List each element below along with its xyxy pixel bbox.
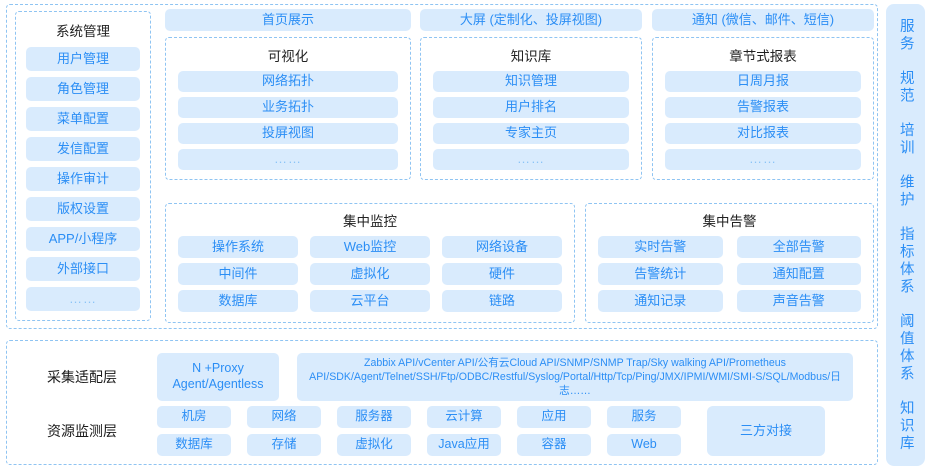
monitor-item-operating-system[interactable]: 操作系统 [178,236,298,258]
alarm-item-realtime-alarm[interactable]: 实时告警 [598,236,723,258]
centralized-monitoring-panel: 集中监控 操作系统 Web监控 网络设备 中间件 虚拟化 硬件 数据库 云平台 … [165,203,575,323]
alarm-item-notification-records[interactable]: 通知记录 [598,290,723,312]
resource-item-server[interactable]: 服务器 [337,406,411,428]
visualization-item-network-topology[interactable]: 网络拓扑 [178,71,398,92]
chapter-report-panel: 章节式报表 日周月报 告警报表 对比报表 …… [652,37,874,180]
centralized-monitoring-title: 集中监控 [343,214,397,229]
centralized-monitoring-grid: 操作系统 Web监控 网络设备 中间件 虚拟化 硬件 数据库 云平台 链路 [178,236,562,312]
chapter-report-title: 章节式报表 [729,49,797,64]
right-sidebar-item-training[interactable]: 培训 [897,121,914,157]
third-party-integration-box[interactable]: 三方对接 [707,406,825,456]
monitor-item-cloud-platform[interactable]: 云平台 [310,290,430,312]
resource-item-database[interactable]: 数据库 [157,434,231,456]
chapter-report-item-more[interactable]: …… [665,149,861,170]
sidebar-item-mail-config[interactable]: 发信配置 [26,137,140,161]
right-sidebar-item-maintenance[interactable]: 维护 [897,173,914,209]
visualization-item-business-topology[interactable]: 业务拓扑 [178,97,398,118]
monitor-item-middleware[interactable]: 中间件 [178,263,298,285]
sidebar-item-app-miniprogram[interactable]: APP/小程序 [26,227,140,251]
resource-layer-row: 资源监测层 机房 网络 服务器 云计算 应用 服务 数据库 存储 虚拟化 Jav… [7,403,877,459]
resource-item-cloud-computing[interactable]: 云计算 [427,406,501,428]
centralized-alarm-title: 集中告警 [702,214,757,229]
sidebar-item-operation-audit[interactable]: 操作审计 [26,167,140,191]
resource-layer-label: 资源监测层 [47,423,117,439]
collection-proxy-agent-box[interactable]: N +Proxy Agent/Agentless [157,353,279,401]
knowledge-base-item-user-ranking[interactable]: 用户排名 [433,97,629,118]
sidebar-item-role-management[interactable]: 角色管理 [26,77,140,101]
chapter-report-item-alarm-report[interactable]: 告警报表 [665,97,861,118]
visualization-item-more[interactable]: …… [178,149,398,170]
visualization-title: 可视化 [267,49,309,64]
system-management-panel: 系统管理 用户管理 角色管理 菜单配置 发信配置 操作审计 版权设置 APP/小… [15,11,151,321]
centralized-alarm-panel: 集中告警 实时告警 全部告警 告警统计 通知配置 通知记录 声音告警 [585,203,874,323]
resource-item-application[interactable]: 应用 [517,406,591,428]
chapter-report-item-daily-weekly-monthly[interactable]: 日周月报 [665,71,861,92]
tab-big-screen[interactable]: 大屏 (定制化、投屏视图) [420,9,642,31]
resource-item-web[interactable]: Web [607,434,681,456]
right-sidebar-item-threshold-system[interactable]: 阈值体系 [897,312,914,383]
monitor-item-hardware[interactable]: 硬件 [442,263,562,285]
tab-home-display[interactable]: 首页展示 [165,9,411,31]
knowledge-base-item-knowledge-management[interactable]: 知识管理 [433,71,629,92]
right-sidebar-item-standard[interactable]: 规范 [897,69,914,105]
sidebar-item-more[interactable]: …… [26,287,140,311]
alarm-item-all-alarms[interactable]: 全部告警 [736,236,861,258]
resource-item-data-center[interactable]: 机房 [157,406,231,428]
monitor-item-link[interactable]: 链路 [442,290,562,312]
sidebar-item-user-management[interactable]: 用户管理 [26,47,140,71]
collection-api-list[interactable]: Zabbix API/vCenter API/公有云Cloud API/SNMP… [297,353,853,401]
resource-item-virtualization[interactable]: 虚拟化 [337,434,411,456]
visualization-panel: 可视化 网络拓扑 业务拓扑 投屏视图 …… [165,37,411,180]
collection-layer-row: 采集适配层 N +Proxy Agent/Agentless Zabbix AP… [7,353,877,401]
chapter-report-item-comparison-report[interactable]: 对比报表 [665,123,861,144]
monitor-item-virtualization[interactable]: 虚拟化 [310,263,430,285]
resource-item-java-application[interactable]: Java应用 [427,434,501,456]
knowledge-base-item-expert-homepage[interactable]: 专家主页 [433,123,629,144]
tab-big-screen-label: 大屏 (定制化、投屏视图) [420,9,642,31]
resource-item-network[interactable]: 网络 [247,406,321,428]
resource-item-storage[interactable]: 存储 [247,434,321,456]
right-sidebar-item-service[interactable]: 服务 [897,17,914,53]
knowledge-base-panel: 知识库 知识管理 用户排名 专家主页 …… [420,37,642,180]
tab-notification-label: 通知 (微信、邮件、短信) [652,9,874,31]
alarm-item-notification-config[interactable]: 通知配置 [736,263,861,285]
resource-layer-grid: 机房 网络 服务器 云计算 应用 服务 数据库 存储 虚拟化 Java应用 容器… [157,406,681,456]
centralized-alarm-grid: 实时告警 全部告警 告警统计 通知配置 通知记录 声音告警 [598,236,861,312]
visualization-item-screencast-view[interactable]: 投屏视图 [178,123,398,144]
collection-layer-label: 采集适配层 [47,369,117,385]
right-sidebar-item-metric-system[interactable]: 指标体系 [897,225,914,296]
knowledge-base-title: 知识库 [510,49,552,64]
tab-home-display-label: 首页展示 [165,9,411,31]
sidebar-item-menu-config[interactable]: 菜单配置 [26,107,140,131]
sidebar-item-external-interface[interactable]: 外部接口 [26,257,140,281]
knowledge-base-item-more[interactable]: …… [433,149,629,170]
top-section-container: 系统管理 用户管理 角色管理 菜单配置 发信配置 操作审计 版权设置 APP/小… [6,4,878,329]
right-vertical-sidebar: 服务 规范 培训 维护 指标体系 阈值体系 知识库 [886,4,925,466]
monitor-item-network-device[interactable]: 网络设备 [442,236,562,258]
collection-proxy-line1: N +Proxy [192,361,244,376]
monitor-item-web-monitoring[interactable]: Web监控 [310,236,430,258]
system-management-title: 系统管理 [56,24,110,39]
monitor-item-database[interactable]: 数据库 [178,290,298,312]
resource-item-service[interactable]: 服务 [607,406,681,428]
collection-proxy-line2: Agent/Agentless [172,377,264,391]
alarm-item-sound-alarm[interactable]: 声音告警 [736,290,861,312]
sidebar-item-copyright-settings[interactable]: 版权设置 [26,197,140,221]
bottom-section-container: 采集适配层 N +Proxy Agent/Agentless Zabbix AP… [6,340,878,465]
right-sidebar-item-knowledge-base[interactable]: 知识库 [897,399,914,453]
resource-item-container[interactable]: 容器 [517,434,591,456]
alarm-item-alarm-statistics[interactable]: 告警统计 [598,263,723,285]
tab-notification[interactable]: 通知 (微信、邮件、短信) [652,9,874,31]
